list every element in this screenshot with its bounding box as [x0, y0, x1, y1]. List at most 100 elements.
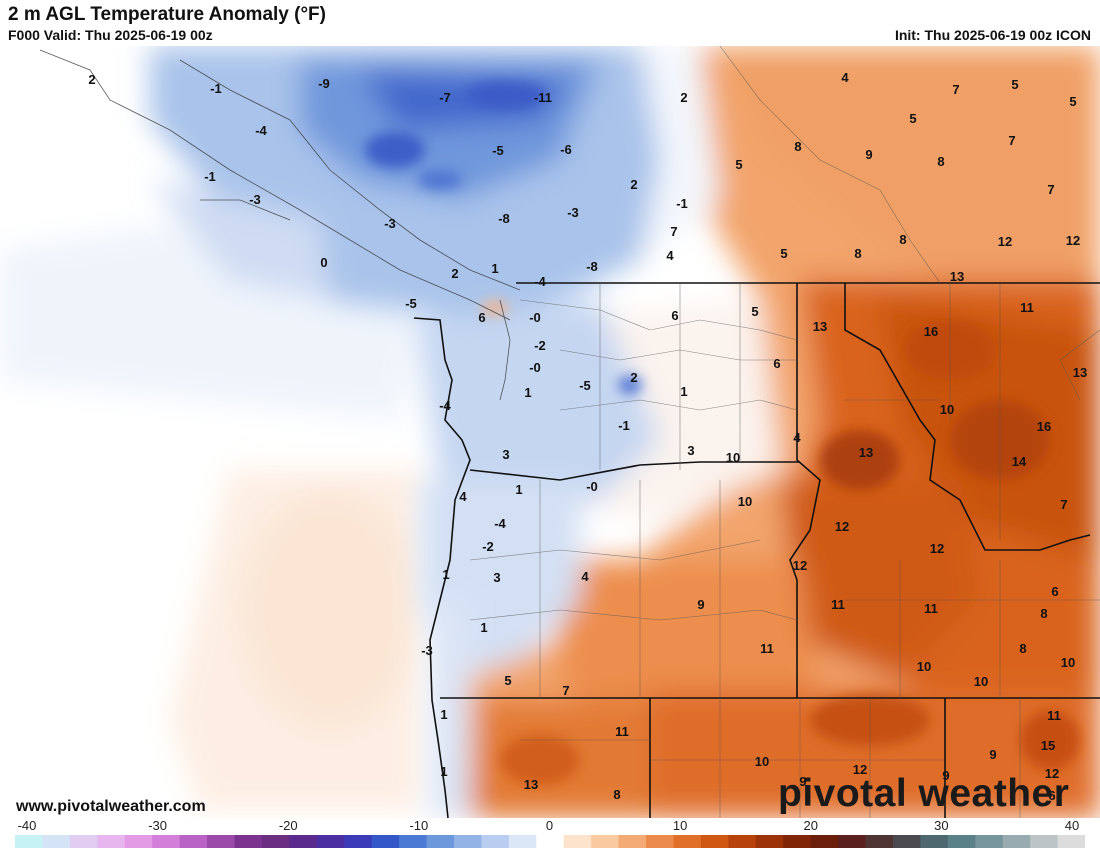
colorbar-swatch [783, 835, 812, 848]
colorbar-tick-label: -10 [409, 818, 429, 833]
anomaly-label: 16 [1037, 419, 1051, 434]
colorbar-swatch [755, 835, 784, 848]
brand-logo: pivotal weather [778, 772, 1070, 815]
anomaly-label: 5 [735, 157, 742, 172]
anomaly-label: 6 [773, 356, 780, 371]
colorbar-tick-label: 10 [672, 818, 688, 833]
colorbar-swatch [618, 835, 647, 848]
colorbar-swatch [563, 835, 592, 848]
anomaly-label: 7 [562, 683, 569, 698]
anomaly-label: 6 [671, 308, 678, 323]
anomaly-label: 8 [899, 232, 906, 247]
anomaly-label: 1 [442, 567, 449, 582]
anomaly-label: 14 [1012, 454, 1027, 469]
anomaly-label: 5 [780, 246, 787, 261]
anomaly-label: 11 [760, 641, 774, 656]
anomaly-label: -1 [618, 418, 630, 433]
colorbar-swatch [508, 835, 537, 848]
anomaly-label: 8 [794, 139, 801, 154]
anomaly-label: -4 [439, 398, 451, 413]
anomaly-label: -8 [498, 211, 510, 226]
colorbar-swatch [371, 835, 400, 848]
anomaly-label: 13 [813, 319, 827, 334]
anomaly-label: 12 [930, 541, 944, 556]
colorbar-swatch [207, 835, 235, 848]
anomaly-label: 11 [1020, 300, 1034, 315]
anomaly-label: 5 [1011, 77, 1018, 92]
colorbar-swatch [124, 835, 153, 848]
anomaly-label: 1 [680, 384, 687, 399]
colorbar-swatch [481, 835, 510, 848]
anomaly-label: 7 [1060, 497, 1067, 512]
colorbar-swatch [261, 835, 290, 848]
county-lines [469, 46, 1100, 818]
anomaly-label: 8 [854, 246, 861, 261]
valid-time: F000 Valid: Thu 2025-06-19 00z [8, 27, 213, 43]
colorbar-swatch [947, 835, 976, 848]
anomaly-label: 13 [524, 777, 538, 792]
anomaly-label: 12 [1045, 766, 1059, 781]
anomaly-label: -5 [405, 296, 417, 311]
anomaly-label: 12 [835, 519, 849, 534]
colorbar-swatch [646, 835, 674, 848]
anomaly-label: 1 [440, 764, 447, 779]
anomaly-label: 1 [515, 482, 522, 497]
anomaly-label: 10 [726, 450, 740, 465]
anomaly-label: 3 [493, 570, 500, 585]
anomaly-label: 3 [502, 447, 509, 462]
anomaly-label: 8 [1040, 606, 1047, 621]
colorbar-swatch [975, 835, 1004, 848]
anomaly-label: 2 [630, 370, 637, 385]
anomaly-label: -8 [586, 259, 598, 274]
colorbar-swatch [700, 835, 729, 848]
colorbar-swatch [892, 835, 921, 848]
anomaly-label: 15 [1041, 738, 1055, 753]
anomaly-label: 13 [950, 269, 964, 284]
colorbar-swatch [152, 835, 181, 848]
anomaly-label: 3 [687, 443, 694, 458]
colorbar-swatch [344, 835, 373, 848]
anomaly-label: 1 [480, 620, 487, 635]
colorbar-swatch [1002, 835, 1031, 848]
colorbar-tick-label: 30 [934, 818, 949, 833]
website-label: www.pivotalweather.com [16, 798, 206, 815]
anomaly-label: -3 [249, 192, 261, 207]
colorbar-swatch [591, 835, 620, 848]
anomaly-label: -1 [204, 169, 216, 184]
anomaly-label: -4 [494, 516, 506, 531]
colorbar [15, 835, 1085, 848]
colorbar-swatch [69, 835, 98, 848]
colorbar-swatch [234, 835, 263, 848]
ocean-shading [0, 200, 420, 810]
anomaly-label: -1 [676, 196, 688, 211]
anomaly-label: 9 [865, 147, 872, 162]
anomaly-label: 12 [793, 558, 807, 573]
island-coastline [39, 49, 521, 401]
anomaly-label: 6 [1048, 788, 1055, 803]
anomaly-label: 4 [581, 569, 589, 584]
anomaly-label: -1 [210, 81, 222, 96]
anomaly-label: 13 [859, 445, 873, 460]
anomaly-label: 2 [88, 72, 95, 87]
anomaly-label: 9 [989, 747, 996, 762]
anomaly-label: -11 [534, 90, 552, 105]
anomaly-label: 0 [320, 255, 327, 270]
anomaly-label: 1 [491, 261, 498, 276]
colorbar-swatch [426, 835, 455, 848]
anomaly-label: -9 [318, 76, 330, 91]
anomaly-label: 1 [524, 385, 531, 400]
anomaly-label: 10 [1061, 655, 1075, 670]
anomaly-label: -4 [534, 274, 546, 289]
colorbar-swatch [97, 835, 126, 848]
anomaly-label: 13 [1073, 365, 1087, 380]
colorbar-swatch [920, 835, 949, 848]
anomaly-label: 5 [909, 111, 916, 126]
colorbar-swatch [179, 835, 208, 848]
colorbar-swatch [728, 835, 757, 848]
colorbar-ticks: -40 -30 -20 -10 0 10 20 30 40 [0, 818, 1100, 834]
colorbar-swatch [1030, 835, 1059, 848]
anomaly-label: 8 [1019, 641, 1026, 656]
anomaly-label: 6 [478, 310, 485, 325]
anomaly-label: -3 [421, 643, 433, 658]
